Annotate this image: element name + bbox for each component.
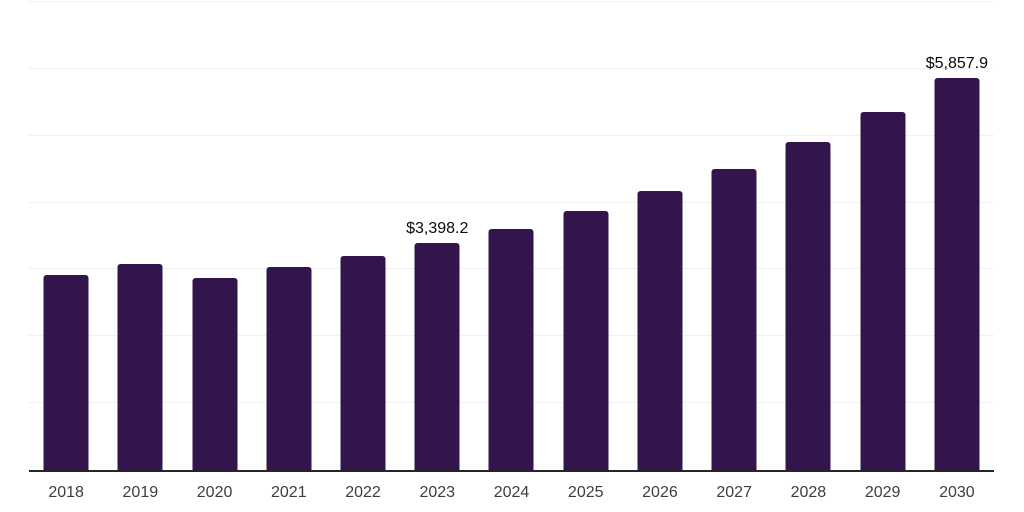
bar-slot bbox=[846, 2, 920, 470]
bar-slot bbox=[697, 2, 771, 470]
gridline bbox=[29, 201, 994, 203]
bar-2021 bbox=[266, 266, 312, 470]
bar-slot bbox=[177, 2, 251, 470]
bar-2029 bbox=[860, 112, 906, 470]
x-tick-label: 2024 bbox=[493, 484, 530, 501]
bar-2026 bbox=[637, 191, 683, 470]
x-tick-label: 2025 bbox=[567, 484, 604, 501]
x-tick-label: 2020 bbox=[196, 484, 233, 501]
x-tick-label: 2018 bbox=[48, 484, 84, 501]
bar-slot: $3,398.2 bbox=[400, 2, 474, 470]
x-tick-label: 2030 bbox=[939, 484, 975, 501]
x-tick-label: 2021 bbox=[271, 484, 307, 501]
bar-2020 bbox=[192, 278, 238, 470]
bar-slot bbox=[252, 2, 326, 470]
plot-area: $3,398.2 $5,857.9 bbox=[29, 1, 994, 472]
bar-slot bbox=[623, 2, 697, 470]
bar-slot bbox=[771, 2, 845, 470]
bar-value-label: $5,857.9 bbox=[925, 55, 989, 73]
bar-2019 bbox=[117, 264, 163, 470]
bar-slot bbox=[474, 2, 548, 470]
bar-2018 bbox=[43, 274, 89, 470]
x-tick-label: 2023 bbox=[419, 484, 456, 501]
bar-slot bbox=[103, 2, 177, 470]
bar-2023 bbox=[414, 242, 460, 470]
x-tick-label: 2029 bbox=[864, 484, 901, 501]
bar-2028 bbox=[785, 142, 831, 470]
bar-2027 bbox=[711, 169, 757, 470]
bar-slot bbox=[549, 2, 623, 470]
x-tick-label: 2027 bbox=[716, 484, 752, 501]
gridline bbox=[29, 67, 994, 69]
gridline bbox=[29, 1, 994, 2]
bar-slot bbox=[29, 2, 103, 470]
x-tick-label: 2019 bbox=[122, 484, 159, 501]
x-tick-label: 2026 bbox=[642, 484, 678, 501]
bar-slot bbox=[326, 2, 400, 470]
bar-value-label: $3,398.2 bbox=[406, 219, 469, 237]
bar-2022 bbox=[340, 256, 386, 470]
x-axis: 2018 2019 2020 2021 2022 2023 2024 2025 2026 2027… bbox=[29, 472, 994, 512]
bar-2030 bbox=[934, 78, 980, 470]
bar-slot: $5,857.9 bbox=[920, 2, 994, 470]
gridline bbox=[29, 134, 994, 136]
x-tick-label: 2028 bbox=[790, 484, 827, 501]
bar-2025 bbox=[563, 211, 609, 470]
x-tick-label: 2022 bbox=[345, 484, 381, 501]
bar-2024 bbox=[488, 229, 534, 470]
